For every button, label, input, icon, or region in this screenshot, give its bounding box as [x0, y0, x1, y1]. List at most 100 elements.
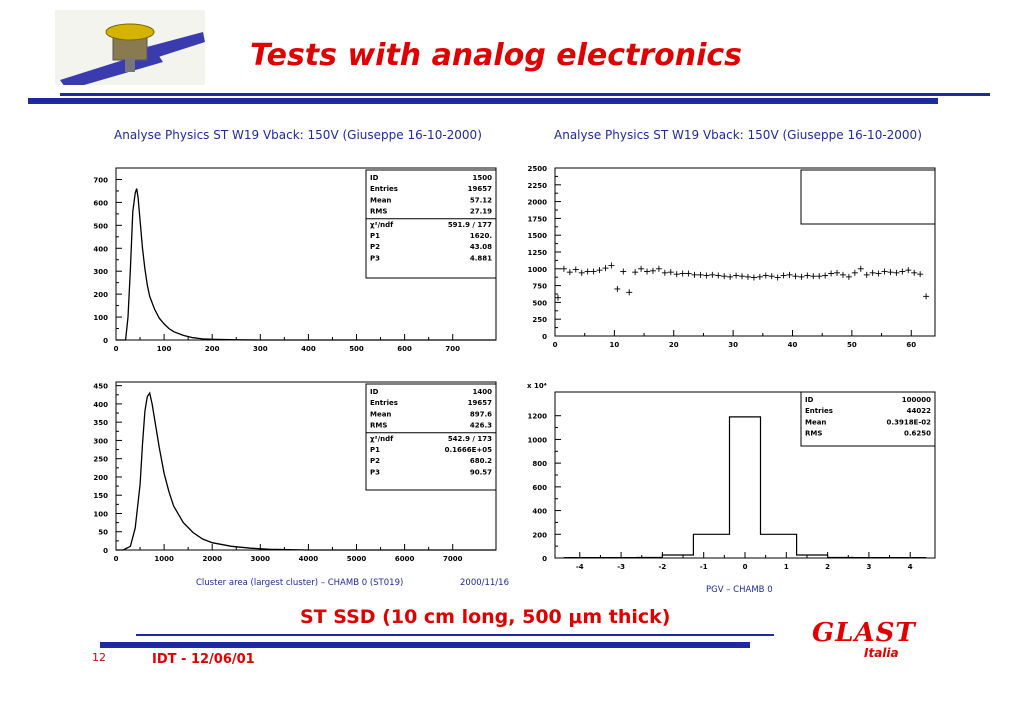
x-tick-label: 0	[114, 555, 119, 563]
data-point	[893, 269, 900, 276]
data-point	[792, 273, 799, 280]
stats-label: χ²/ndf	[370, 435, 394, 443]
x-tick-label: -3	[617, 563, 625, 571]
y-tick-label: 200	[93, 474, 108, 482]
y-tick-label: 2000	[528, 199, 548, 207]
x-tick-label: -2	[659, 563, 667, 571]
stats-value: 27.19	[470, 208, 492, 216]
hist-top-left-series-line	[116, 188, 496, 341]
x-tick-label: 3000	[251, 555, 271, 563]
x-tick-label: 5000	[347, 555, 367, 563]
data-point	[917, 271, 924, 278]
y-tick-label: 250	[93, 456, 108, 464]
header-rule	[28, 93, 990, 104]
bottom-left-xlabel: Cluster area (largest cluster) – CHAMB 0…	[196, 578, 404, 588]
y-tick-label: 600	[93, 199, 108, 207]
stats-value: 44022	[907, 407, 931, 415]
y-tick-label: 750	[532, 283, 547, 291]
x-tick-label: 7000	[443, 555, 463, 563]
hist-bottom-right-stats-box	[800, 391, 936, 447]
x-tick-label: 60	[906, 341, 916, 349]
data-point	[828, 270, 835, 277]
hist-bottom-left-stats-box	[365, 383, 497, 491]
y-tick-label: 100	[93, 510, 108, 518]
y-tick-label: 300	[93, 437, 108, 445]
stats-label: RMS	[370, 422, 387, 430]
y-tick-label: 700	[93, 176, 108, 184]
hist-top-right-stats-box	[800, 169, 936, 225]
y-tick-label: 500	[93, 222, 108, 230]
stats-value: 19657	[468, 399, 492, 407]
data-point	[857, 265, 864, 272]
x-tick-label: -4	[576, 563, 584, 571]
x-tick-label: 1000	[154, 555, 174, 563]
data-point	[869, 269, 876, 276]
y-tick-label: 0	[103, 337, 108, 345]
data-point	[786, 271, 793, 278]
y-tick-label: 50	[98, 529, 108, 537]
data-point	[715, 272, 722, 279]
data-point	[655, 265, 662, 272]
stats-value: 43.08	[470, 243, 492, 251]
y-tick-label: 2500	[528, 165, 548, 173]
x-tick-label: 30	[728, 341, 738, 349]
data-point	[554, 294, 561, 301]
data-point	[661, 269, 668, 276]
data-point	[774, 274, 781, 281]
x-tick-label: 300	[253, 345, 268, 353]
data-point	[798, 273, 805, 280]
y-tick-label: 450	[93, 383, 108, 391]
y-tick-label: 600	[532, 484, 547, 492]
histogram-bar	[662, 555, 693, 558]
data-point	[733, 272, 740, 279]
data-point	[596, 267, 603, 274]
data-point	[851, 269, 858, 276]
y-tick-label: 100	[93, 314, 108, 322]
slide-number: 12	[92, 651, 106, 664]
data-point	[560, 265, 567, 272]
data-point	[875, 270, 882, 277]
stats-value: 426.3	[470, 422, 492, 430]
stats-value: 100000	[902, 396, 931, 404]
data-point	[822, 272, 829, 279]
stats-label: P2	[370, 457, 380, 465]
x-tick-label: 100	[157, 345, 172, 353]
x-tick-label: 600	[397, 345, 412, 353]
hist-bottom-right-histogram-bars	[563, 416, 927, 559]
y-tick-label: 200	[532, 531, 547, 539]
y-tick-label: 350	[93, 419, 108, 427]
y-tick-label: 2250	[528, 182, 548, 190]
y-tick-label: 200	[93, 291, 108, 299]
data-point	[709, 271, 716, 278]
data-point	[602, 265, 609, 272]
data-point	[584, 268, 591, 275]
data-point	[566, 269, 573, 276]
stats-label: P3	[370, 468, 380, 476]
y-tick-label: 0	[103, 547, 108, 555]
stats-value: 19657	[468, 185, 492, 193]
y-tick-label: 400	[93, 401, 108, 409]
x-tick-label: 4000	[299, 555, 319, 563]
stats-label: χ²/ndf	[370, 221, 394, 229]
y-tick-label: 250	[532, 316, 547, 324]
data-point	[863, 271, 870, 278]
footer-text: IDT - 12/06/01	[152, 652, 255, 667]
y-tick-label: 400	[532, 508, 547, 516]
data-point	[578, 269, 585, 276]
stats-label: Entries	[370, 185, 398, 193]
data-point	[750, 274, 757, 281]
data-point	[620, 268, 627, 275]
data-point	[881, 268, 888, 275]
stats-value: 0.3918E-02	[887, 418, 932, 426]
stats-label: Mean	[370, 196, 391, 204]
data-point	[673, 271, 680, 278]
data-point	[911, 269, 918, 276]
stats-label: ID	[370, 388, 379, 396]
y-tick-label: 1500	[528, 232, 548, 240]
stats-label: Mean	[370, 410, 391, 418]
data-point	[810, 273, 817, 280]
data-point	[887, 269, 894, 276]
x-tick-label: 4	[908, 563, 913, 571]
data-point	[679, 270, 686, 277]
y-tick-label: 1250	[528, 249, 548, 257]
